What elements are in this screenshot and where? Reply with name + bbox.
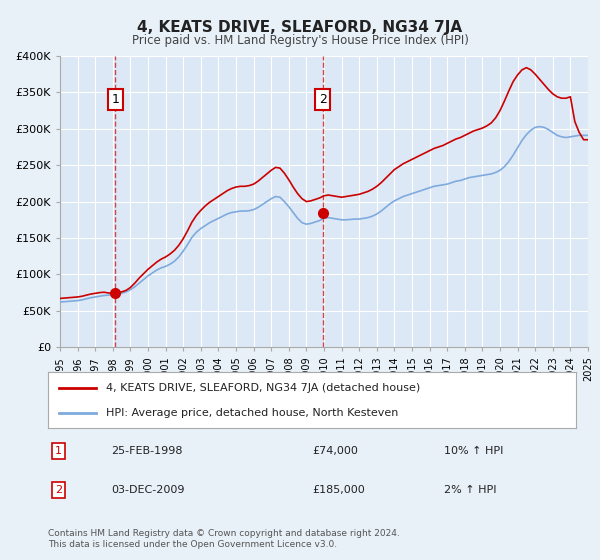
Text: 4, KEATS DRIVE, SLEAFORD, NG34 7JA (detached house): 4, KEATS DRIVE, SLEAFORD, NG34 7JA (deta… [106, 383, 421, 393]
Text: 10% ↑ HPI: 10% ↑ HPI [444, 446, 503, 456]
Text: 2: 2 [319, 93, 326, 106]
Text: £74,000: £74,000 [312, 446, 358, 456]
Text: Price paid vs. HM Land Registry's House Price Index (HPI): Price paid vs. HM Land Registry's House … [131, 34, 469, 46]
Text: HPI: Average price, detached house, North Kesteven: HPI: Average price, detached house, Nort… [106, 408, 398, 418]
Text: £185,000: £185,000 [312, 485, 365, 495]
Text: 1: 1 [112, 93, 119, 106]
Text: 1: 1 [55, 446, 62, 456]
Text: Contains HM Land Registry data © Crown copyright and database right 2024.
This d: Contains HM Land Registry data © Crown c… [48, 529, 400, 549]
Text: 4, KEATS DRIVE, SLEAFORD, NG34 7JA: 4, KEATS DRIVE, SLEAFORD, NG34 7JA [137, 20, 463, 35]
Text: 2: 2 [55, 485, 62, 495]
Text: 2% ↑ HPI: 2% ↑ HPI [444, 485, 497, 495]
Text: 25-FEB-1998: 25-FEB-1998 [112, 446, 183, 456]
Text: 03-DEC-2009: 03-DEC-2009 [112, 485, 185, 495]
